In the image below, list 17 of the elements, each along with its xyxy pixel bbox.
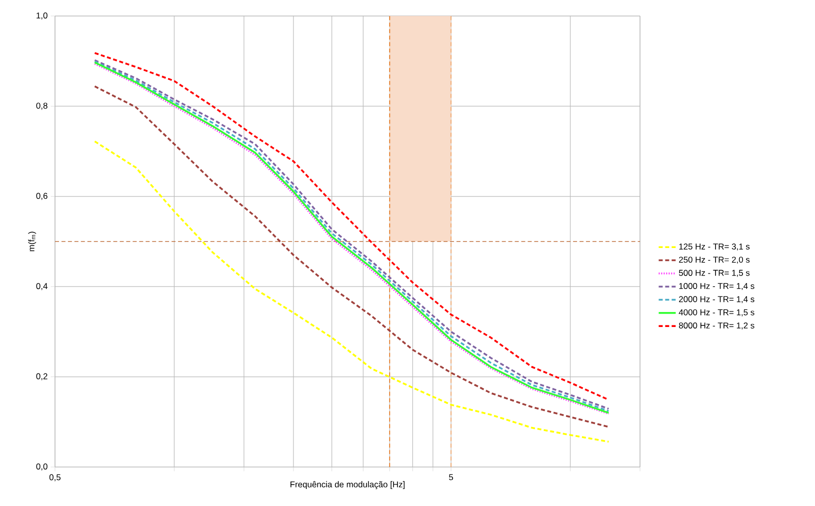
y-tick-label: 0,6 [36, 192, 48, 200]
legend-label: 2000 Hz - TR= 1,4 s [679, 296, 754, 304]
y-tick-label: 0,2 [36, 373, 48, 380]
legend-label: 500 Hz - TR= 1,5 s [678, 270, 750, 277]
x-tick-label: 5 [449, 474, 454, 480]
y-tick-label: 0,4 [36, 283, 48, 290]
legend-label: 125 Hz - TR= 3,1 s [679, 244, 750, 251]
legend-label: 8000 Hz - TR= 1,2 s [678, 322, 754, 330]
legend-label: 250 Hz - TR= 2,0 s [679, 256, 750, 264]
y-tick-label: 0,0 [36, 464, 48, 470]
legend-label: 1000 Hz - TR= 1,4 s [679, 283, 754, 290]
y-tick-label: 1,0 [36, 12, 48, 20]
x-axis-title: Frequência de modulação [Hz] [290, 481, 405, 490]
x-tick-label: 0,5 [49, 474, 61, 482]
y-tick-label: 0,8 [36, 102, 48, 110]
legend-label: 4000 Hz - TR= 1,5 s [678, 309, 754, 316]
y-axis-title: m(f$_{m}$) [28, 232, 36, 252]
